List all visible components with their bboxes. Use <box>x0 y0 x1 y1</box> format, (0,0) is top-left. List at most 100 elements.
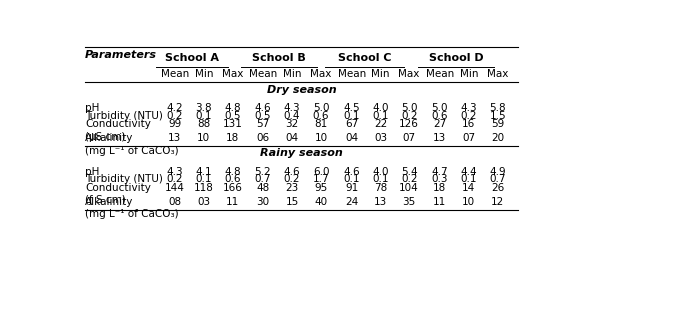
Text: 78: 78 <box>374 183 387 193</box>
Text: Turbidity (NTU): Turbidity (NTU) <box>85 111 163 121</box>
Text: Dry season: Dry season <box>267 85 336 95</box>
Text: 0.6: 0.6 <box>224 174 240 184</box>
Text: 118: 118 <box>194 183 214 193</box>
Text: 4.0: 4.0 <box>373 167 389 177</box>
Text: 0.6: 0.6 <box>313 111 330 121</box>
Text: 40: 40 <box>315 197 328 207</box>
Text: Mean: Mean <box>161 69 189 79</box>
Text: 0.3: 0.3 <box>432 174 448 184</box>
Text: Mean: Mean <box>338 69 366 79</box>
Text: 13: 13 <box>168 133 181 143</box>
Text: Max: Max <box>487 69 509 79</box>
Text: 131: 131 <box>223 120 242 129</box>
Text: 1.5: 1.5 <box>490 111 506 121</box>
Text: 13: 13 <box>433 133 447 143</box>
Text: 59: 59 <box>491 120 505 129</box>
Text: 0.5: 0.5 <box>255 111 271 121</box>
Text: 95: 95 <box>315 183 328 193</box>
Text: 4.7: 4.7 <box>432 167 448 177</box>
Text: 10: 10 <box>197 133 210 143</box>
Text: 0.1: 0.1 <box>343 111 360 121</box>
Text: 07: 07 <box>462 133 475 143</box>
Text: 91: 91 <box>345 183 358 193</box>
Text: Alkalinity
(mg L⁻¹ of CaCO₃): Alkalinity (mg L⁻¹ of CaCO₃) <box>85 133 178 156</box>
Text: 24: 24 <box>345 197 358 207</box>
Text: 5.0: 5.0 <box>432 103 448 114</box>
Text: 3.8: 3.8 <box>195 103 212 114</box>
Text: 4.3: 4.3 <box>284 103 300 114</box>
Text: 35: 35 <box>402 197 416 207</box>
Text: 0.6: 0.6 <box>432 111 448 121</box>
Text: 07: 07 <box>402 133 415 143</box>
Text: Min: Min <box>195 69 213 79</box>
Text: 0.1: 0.1 <box>195 174 212 184</box>
Text: 0.1: 0.1 <box>195 111 212 121</box>
Text: 06: 06 <box>257 133 270 143</box>
Text: Min: Min <box>371 69 390 79</box>
Text: 5.0: 5.0 <box>401 103 417 114</box>
Text: Min: Min <box>283 69 301 79</box>
Text: 18: 18 <box>225 133 239 143</box>
Text: 126: 126 <box>399 120 419 129</box>
Text: 57: 57 <box>256 120 270 129</box>
Text: 99: 99 <box>168 120 181 129</box>
Text: 104: 104 <box>399 183 419 193</box>
Text: 18: 18 <box>433 183 447 193</box>
Text: Turbidity (NTU): Turbidity (NTU) <box>85 174 163 184</box>
Text: 0.2: 0.2 <box>284 174 300 184</box>
Text: 4.6: 4.6 <box>255 103 271 114</box>
Text: 04: 04 <box>285 133 298 143</box>
Text: 4.6: 4.6 <box>343 167 360 177</box>
Text: 4.3: 4.3 <box>460 103 477 114</box>
Text: 67: 67 <box>345 120 358 129</box>
Text: 11: 11 <box>225 197 239 207</box>
Text: 5.2: 5.2 <box>255 167 271 177</box>
Text: 0.7: 0.7 <box>490 174 506 184</box>
Text: Max: Max <box>222 69 243 79</box>
Text: 04: 04 <box>345 133 358 143</box>
Text: 4.4: 4.4 <box>460 167 477 177</box>
Text: 0.1: 0.1 <box>343 174 360 184</box>
Text: 10: 10 <box>315 133 328 143</box>
Text: Rainy season: Rainy season <box>260 149 343 158</box>
Text: 27: 27 <box>433 120 447 129</box>
Text: School B: School B <box>252 53 306 64</box>
Text: Conductivity
(μS cm): Conductivity (μS cm) <box>85 120 151 142</box>
Text: Min: Min <box>460 69 478 79</box>
Text: 0.2: 0.2 <box>401 174 417 184</box>
Text: 81: 81 <box>315 120 328 129</box>
Text: 0.1: 0.1 <box>373 111 389 121</box>
Text: pH: pH <box>85 167 99 177</box>
Text: 4.5: 4.5 <box>343 103 360 114</box>
Text: 20: 20 <box>491 133 505 143</box>
Text: Mean: Mean <box>249 69 277 79</box>
Text: 1.7: 1.7 <box>313 174 330 184</box>
Text: pH: pH <box>85 103 99 114</box>
Text: Parameters: Parameters <box>85 49 157 59</box>
Text: 30: 30 <box>257 197 270 207</box>
Text: 4.8: 4.8 <box>224 167 240 177</box>
Text: 32: 32 <box>285 120 299 129</box>
Text: 4.6: 4.6 <box>284 167 300 177</box>
Text: Max: Max <box>311 69 332 79</box>
Text: 0.2: 0.2 <box>401 111 417 121</box>
Text: 15: 15 <box>285 197 299 207</box>
Text: 0.2: 0.2 <box>167 111 183 121</box>
Text: 22: 22 <box>374 120 387 129</box>
Text: School D: School D <box>428 53 484 64</box>
Text: 166: 166 <box>223 183 242 193</box>
Text: 144: 144 <box>165 183 185 193</box>
Text: Alkalinity
(mg L⁻¹ of CaCO₃): Alkalinity (mg L⁻¹ of CaCO₃) <box>85 197 178 219</box>
Text: 6.0: 6.0 <box>313 167 330 177</box>
Text: 5.8: 5.8 <box>490 103 506 114</box>
Text: Max: Max <box>398 69 420 79</box>
Text: 12: 12 <box>491 197 505 207</box>
Text: 4.8: 4.8 <box>224 103 240 114</box>
Text: 48: 48 <box>256 183 270 193</box>
Text: 08: 08 <box>168 197 181 207</box>
Text: 0.7: 0.7 <box>255 174 271 184</box>
Text: 4.0: 4.0 <box>373 103 389 114</box>
Text: School A: School A <box>165 53 219 64</box>
Text: 0.1: 0.1 <box>460 174 477 184</box>
Text: 14: 14 <box>462 183 475 193</box>
